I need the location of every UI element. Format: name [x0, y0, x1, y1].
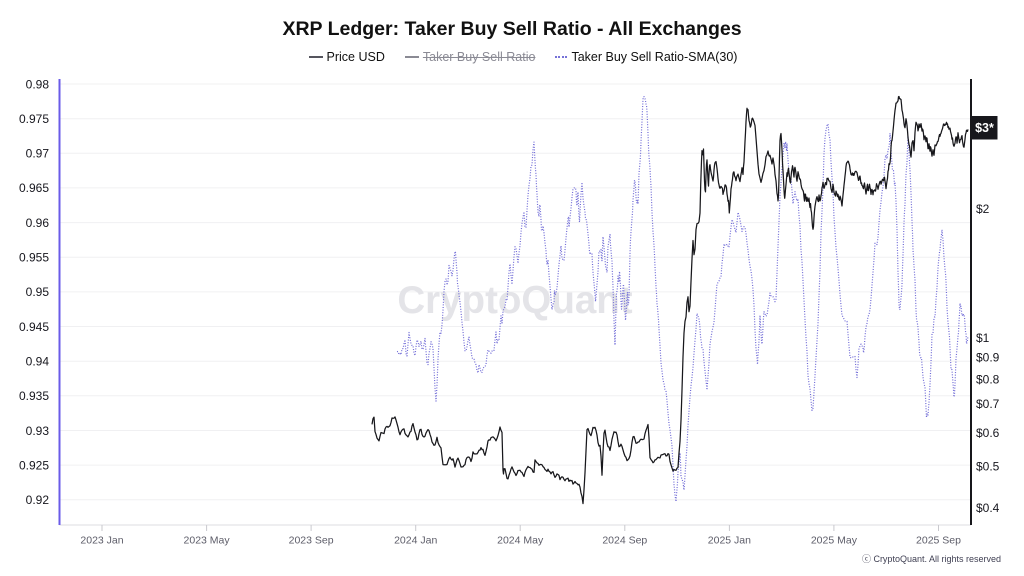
svg-text:2024 May: 2024 May: [497, 535, 544, 547]
svg-text:ⓒ CryptoQuant. All rights rese: ⓒ CryptoQuant. All rights reserved: [862, 554, 1001, 564]
svg-text:$0.6: $0.6: [976, 426, 1000, 440]
svg-text:0.935: 0.935: [19, 389, 49, 403]
svg-text:2024 Jan: 2024 Jan: [394, 535, 437, 547]
svg-text:0.96: 0.96: [26, 216, 50, 230]
svg-text:0.97: 0.97: [26, 147, 50, 161]
svg-text:$3*: $3*: [975, 121, 994, 135]
svg-text:2023 Sep: 2023 Sep: [289, 535, 334, 547]
svg-text:0.945: 0.945: [19, 320, 49, 334]
svg-text:$2: $2: [976, 202, 990, 216]
svg-text:$1: $1: [976, 331, 990, 345]
svg-text:0.93: 0.93: [26, 424, 50, 438]
svg-text:0.95: 0.95: [26, 285, 50, 299]
svg-text:$0.8: $0.8: [976, 372, 1000, 386]
svg-text:0.925: 0.925: [19, 458, 49, 472]
svg-text:0.965: 0.965: [19, 181, 49, 195]
svg-text:2023 May: 2023 May: [184, 535, 231, 547]
svg-text:2025 May: 2025 May: [811, 535, 858, 547]
svg-text:0.94: 0.94: [26, 355, 50, 369]
svg-text:0.92: 0.92: [26, 493, 50, 507]
svg-text:2024 Sep: 2024 Sep: [602, 535, 647, 547]
svg-text:0.975: 0.975: [19, 112, 49, 126]
svg-text:2025 Sep: 2025 Sep: [916, 535, 961, 547]
svg-text:0.98: 0.98: [26, 77, 50, 91]
svg-text:$0.9: $0.9: [976, 350, 1000, 364]
svg-text:$0.4: $0.4: [976, 501, 1000, 515]
svg-text:$0.5: $0.5: [976, 460, 1000, 474]
svg-text:$0.7: $0.7: [976, 397, 1000, 411]
svg-text:0.955: 0.955: [19, 251, 49, 265]
svg-text:2025 Jan: 2025 Jan: [708, 535, 751, 547]
svg-text:2023 Jan: 2023 Jan: [80, 535, 123, 547]
svg-text:CryptoQuant: CryptoQuant: [397, 279, 632, 322]
